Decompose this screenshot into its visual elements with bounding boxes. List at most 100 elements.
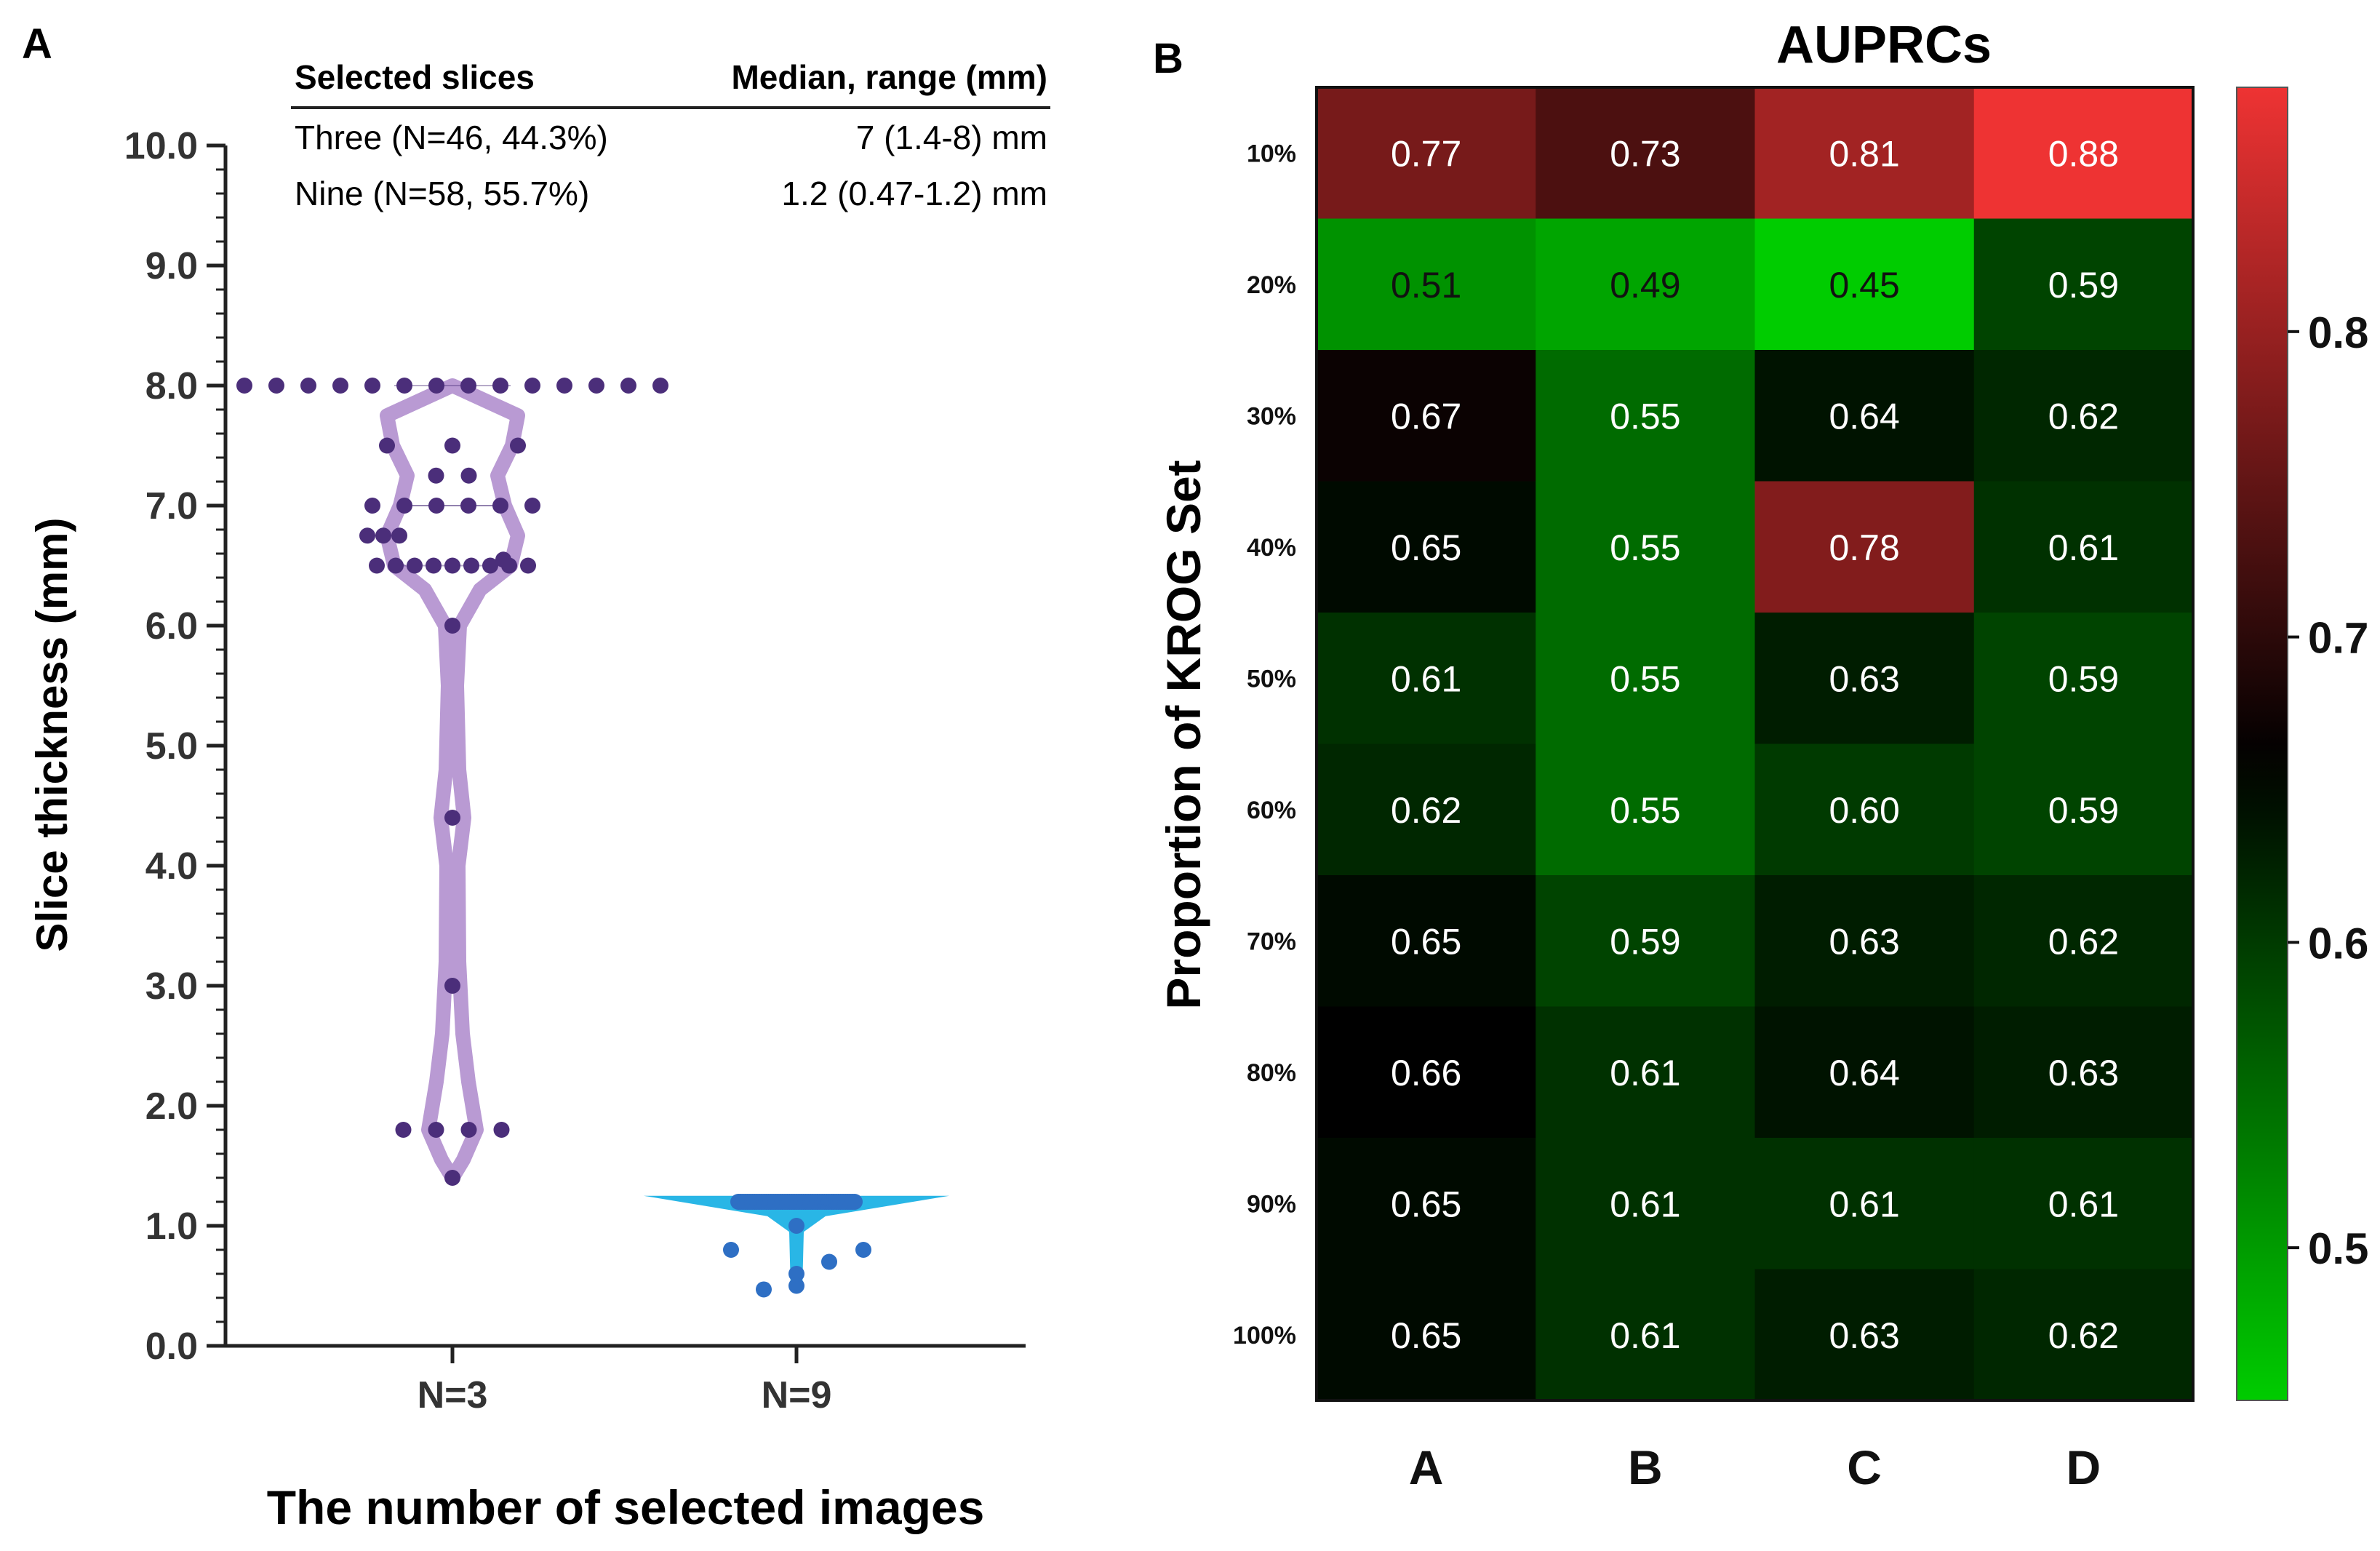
violin-x-tick-label: N=3	[418, 1374, 488, 1416]
violin-nine-shape	[644, 1195, 949, 1290]
heatmap-cell-label: 0.63	[2048, 1053, 2119, 1093]
dot-nine	[788, 1218, 804, 1234]
heatmap-cell-label: 0.49	[1610, 265, 1680, 306]
heatmap-cell	[1536, 875, 1755, 1007]
dot-nine	[788, 1266, 804, 1282]
violin-y-tick-label: 7.0	[145, 485, 198, 527]
heatmap-cell-label: 0.65	[1391, 527, 1461, 568]
dot-three	[492, 498, 508, 514]
dot-nine	[788, 1277, 804, 1294]
violin-y-tick-label: 4.0	[145, 845, 198, 888]
dot-three	[379, 437, 395, 454]
heatmap-cell	[1536, 743, 1755, 876]
violin-y-tick-label: 3.0	[145, 965, 198, 1008]
heatmap-cell-label: 0.55	[1610, 527, 1680, 568]
heatmap-cell	[1317, 1269, 1536, 1401]
heatmap-cell-label: 0.61	[1610, 1315, 1680, 1356]
heatmap-x-tick-label: D	[2066, 1440, 2101, 1494]
heatmap-x-tick-label: B	[1628, 1440, 1663, 1494]
heatmap-cell-label: 0.65	[1391, 1315, 1461, 1356]
violin-dots	[236, 378, 871, 1298]
heatmap-cell	[1754, 613, 1975, 744]
heatmap-y-tick-label: 10%	[1247, 140, 1296, 167]
heatmap-cell	[1536, 218, 1755, 351]
heatmap-cell	[1536, 1006, 1755, 1139]
heatmap-cell-label: 0.59	[1610, 921, 1680, 962]
dot-three	[444, 618, 460, 634]
heatmap-cell-label: 0.61	[1610, 1053, 1680, 1093]
dot-three	[444, 1170, 460, 1186]
dot-three	[493, 1122, 510, 1138]
heatmap-cell-label: 0.55	[1610, 658, 1680, 699]
dot-three	[395, 1122, 412, 1138]
dot-three	[501, 557, 517, 574]
heatmap-cell-label: 0.77	[1391, 133, 1461, 174]
heatmap-cell	[1317, 743, 1536, 876]
heatmap-cell-label: 0.62	[2048, 1315, 2119, 1356]
dot-three	[460, 1122, 477, 1138]
dot-three	[428, 498, 444, 514]
heatmap-cell-label: 0.59	[2048, 790, 2119, 831]
violin-y-tick-label: 8.0	[145, 365, 198, 407]
heatmap-cell	[1973, 87, 2194, 219]
heatmap-y-tick-label: 70%	[1247, 928, 1296, 955]
dot-three	[300, 378, 316, 394]
panel-b-label: B	[1153, 35, 1183, 82]
heatmap-title: AUPRCs	[1776, 16, 1992, 74]
heatmap-cells	[1317, 87, 2194, 1401]
heatmap-cell	[1973, 1269, 2194, 1401]
heatmap-cell	[1536, 613, 1755, 744]
dot-three	[520, 557, 536, 574]
heatmap-cell-label: 0.65	[1391, 1184, 1461, 1224]
heatmap-cell	[1973, 350, 2194, 482]
heatmap-cell-label: 0.51	[1391, 265, 1461, 306]
dot-three	[236, 378, 252, 394]
dot-nine	[723, 1242, 739, 1258]
heatmap-cell	[1317, 350, 1536, 482]
colorbar-tick-label: 0.6	[2308, 919, 2368, 968]
heatmap-cell	[1973, 481, 2194, 613]
heatmap-cell-label: 0.66	[1391, 1053, 1461, 1093]
heatmap-cell	[1317, 1006, 1536, 1139]
dot-three	[369, 557, 385, 574]
heatmap-cell	[1536, 350, 1755, 482]
heatmap-cell	[1754, 481, 1975, 613]
panel-a-label: A	[22, 20, 52, 68]
dot-three	[444, 557, 460, 574]
dot-three	[482, 557, 498, 574]
colorbar-tick-label: 0.5	[2308, 1224, 2368, 1273]
heatmap-cell-label: 0.60	[1829, 790, 1899, 831]
heatmap-cell	[1973, 743, 2194, 876]
violin-shapes	[380, 378, 949, 1290]
heatmap-cell-label: 0.88	[2048, 133, 2119, 174]
heatmap-cell	[1536, 481, 1755, 613]
heatmap-cell	[1317, 87, 1536, 219]
dot-three	[556, 378, 572, 394]
violin-x-axis-label: The number of selected images	[267, 1480, 985, 1534]
violin-y-tick-label: 6.0	[145, 605, 198, 647]
dot-three	[524, 498, 540, 514]
dot-three	[364, 498, 380, 514]
dot-three	[444, 810, 460, 826]
dot-three	[391, 527, 407, 544]
heatmap-cell	[1317, 218, 1536, 351]
heatmap-y-tick-label: 50%	[1247, 665, 1296, 693]
dot-three	[364, 378, 380, 394]
table-row-2-label: Nine (N=58, 55.7%)	[295, 175, 589, 212]
dot-three	[524, 378, 540, 394]
summary-table: Selected slices Median, range (mm) Three…	[291, 58, 1050, 212]
dot-three	[460, 498, 476, 514]
heatmap-cell-labels: 0.77 0.73 0.81 0.88 0.51 0.49 0.45 0.59 0.67 0.55…	[1391, 133, 2119, 1356]
violin-y-tick-label: 10.0	[124, 125, 198, 167]
violin-y-axis-label: Slice thickness (mm)	[28, 518, 76, 952]
dot-three	[444, 437, 460, 454]
heatmap-cell	[1973, 613, 2194, 744]
heatmap-chart: AUPRCs 0.77 0.73 0.81 0.880.51 0.49 0.45 0.590…	[1157, 16, 2368, 1494]
heatmap-x-tick-label: C	[1847, 1440, 1882, 1494]
heatmap-cell	[1317, 875, 1536, 1007]
dot-nine	[821, 1253, 837, 1270]
heatmap-cell	[1754, 1269, 1975, 1401]
heatmap-cell-label: 0.73	[1610, 133, 1680, 174]
heatmap-cell-label: 0.64	[1829, 396, 1899, 436]
